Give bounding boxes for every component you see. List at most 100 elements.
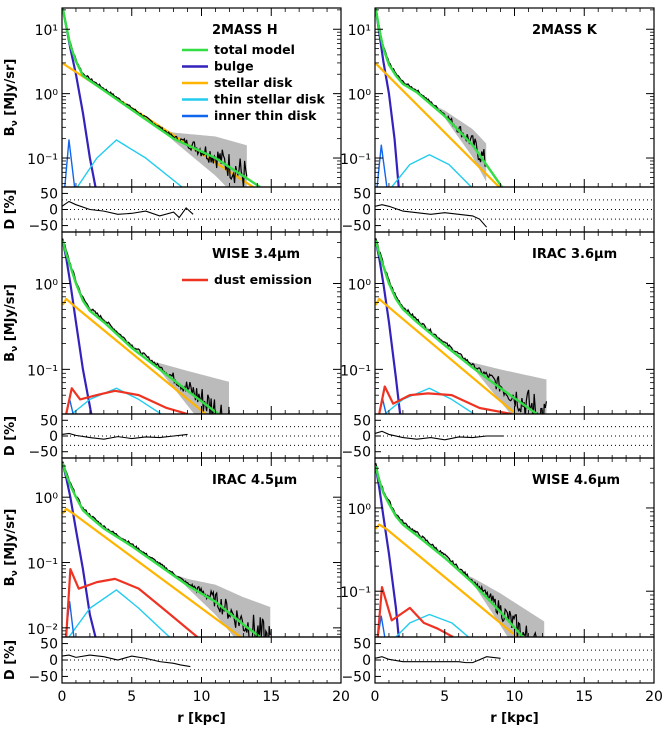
residual-tick-label: 0 [49, 429, 58, 445]
panel-1: 10¹ 10⁰ 10⁻¹ 500−50 2MASS K [340, 7, 655, 235]
y-tick-label: 10⁻¹ [340, 585, 371, 601]
error-band [375, 462, 545, 637]
observed-profile [62, 461, 271, 637]
legend-label-thin_stellar_disk: thin stellar disk [214, 92, 325, 107]
panel-title: 2MASS K [532, 23, 598, 38]
x-tick-label: 5 [440, 689, 449, 705]
series-bulge [375, 240, 402, 414]
y-axis-label: Bν [MJy/sr] [3, 59, 20, 137]
error-band [375, 237, 547, 414]
x-tick-label: 15 [262, 689, 280, 705]
residual-tick-label: 0 [362, 203, 371, 219]
observed-profile [375, 8, 487, 167]
panel-2: 10⁰ 10⁻¹ 500−50 Bν [MJy/sr] D [%] WISE 3.4μm [3, 231, 342, 461]
y-tick-label: 10⁻¹ [27, 363, 58, 379]
y-tick-label: 10⁻¹ [27, 557, 58, 573]
y-tick-label: 10¹ [348, 23, 371, 39]
series-bulge [375, 466, 400, 637]
y-tick-label: 10⁰ [35, 88, 59, 104]
series-total [62, 8, 261, 187]
series-bulge [62, 240, 93, 414]
x-tick-label: 10 [193, 689, 211, 705]
observed-profile [375, 462, 537, 637]
residual-axis-label: D [%] [3, 640, 18, 680]
residual-tick-label: −50 [341, 669, 371, 685]
x-axis-label: r [kpc] [177, 711, 225, 726]
residual-line [62, 654, 191, 668]
main-frame [374, 7, 655, 188]
series-stellar [62, 507, 242, 637]
residual-tick-label: 0 [49, 203, 58, 219]
residual-frame [374, 413, 655, 459]
series-total [375, 240, 538, 414]
residual-frame [374, 636, 655, 684]
x-tick-label: 5 [127, 689, 136, 705]
y-tick-label: 10⁰ [348, 502, 372, 518]
y-tick-label: 10⁻¹ [27, 152, 58, 168]
residual-tick-label: 0 [49, 653, 58, 669]
series-total [375, 466, 524, 637]
residual-tick-label: 0 [362, 429, 371, 445]
legend-label-inner_thin_disk: inner thin disk [214, 108, 317, 123]
series-thin [391, 154, 472, 187]
residual-frame [374, 186, 655, 233]
residual-line [375, 204, 488, 228]
residual-tick-label: −50 [28, 445, 58, 461]
y-axis-label: Bν [MJy/sr] [3, 284, 20, 362]
panel-title: 2MASS H [212, 23, 278, 38]
panel-0: 10¹ 10⁰ 10⁻¹ 500−50 Bν [MJy/sr] D [%] 2MASS H [3, 7, 342, 235]
series-inner [64, 139, 76, 187]
x-tick-label: 20 [332, 689, 350, 705]
residual-tick-label: 50 [353, 413, 371, 429]
residual-axis-label: D [%] [3, 416, 18, 456]
residual-tick-label: 0 [362, 653, 371, 669]
legend-label-stellar_disk: stellar disk [214, 75, 293, 90]
panel-title: WISE 3.4μm [212, 247, 300, 262]
series-stellar [375, 62, 500, 187]
series-total [62, 240, 219, 414]
residual-line [375, 430, 504, 441]
residual-tick-label: 50 [40, 186, 58, 202]
series-stellar [62, 297, 207, 414]
series-total [62, 462, 261, 637]
residual-line [375, 656, 501, 664]
legend-label-dust_emission: dust emission [214, 272, 312, 287]
y-axis-label: Bν [MJy/sr] [3, 509, 20, 587]
legend-label-total_model: total model [214, 42, 295, 57]
observed-profile [62, 238, 230, 414]
residual-tick-label: −50 [28, 669, 58, 685]
observed-profile [375, 238, 548, 414]
series-total [375, 8, 503, 187]
panel-title: IRAC 3.6μm [532, 247, 617, 262]
series-dust [376, 585, 454, 637]
residual-frame [61, 186, 342, 233]
y-tick-label: 10⁰ [35, 278, 59, 294]
y-tick-label: 10⁻¹ [340, 152, 371, 168]
y-tick-label: 10⁰ [348, 278, 372, 294]
residual-frame [61, 636, 342, 684]
panel-3: 10⁰ 10⁻¹ 500−50 IRAC 3.6μm [340, 231, 655, 461]
y-tick-label: 10¹ [35, 23, 58, 39]
series-stellar [375, 297, 517, 414]
residual-frame [61, 413, 342, 459]
panel-title: WISE 4.6μm [532, 473, 620, 488]
x-tick-label: 0 [371, 689, 380, 705]
y-tick-label: 10⁰ [35, 491, 59, 507]
series-dust [65, 567, 199, 637]
y-tick-label: 10⁻¹ [340, 363, 371, 379]
error-band [62, 237, 229, 414]
y-tick-label: 10⁻² [27, 622, 58, 638]
residual-line [62, 432, 188, 440]
series-thin [71, 387, 162, 414]
series-thin [395, 613, 469, 637]
x-tick-label: 20 [645, 689, 663, 705]
error-band [62, 460, 271, 637]
x-tick-label: 0 [58, 689, 67, 705]
residual-line [62, 200, 194, 219]
y-tick-label: 10⁰ [348, 88, 372, 104]
x-tick-label: 10 [506, 689, 524, 705]
x-tick-label: 15 [575, 689, 593, 705]
